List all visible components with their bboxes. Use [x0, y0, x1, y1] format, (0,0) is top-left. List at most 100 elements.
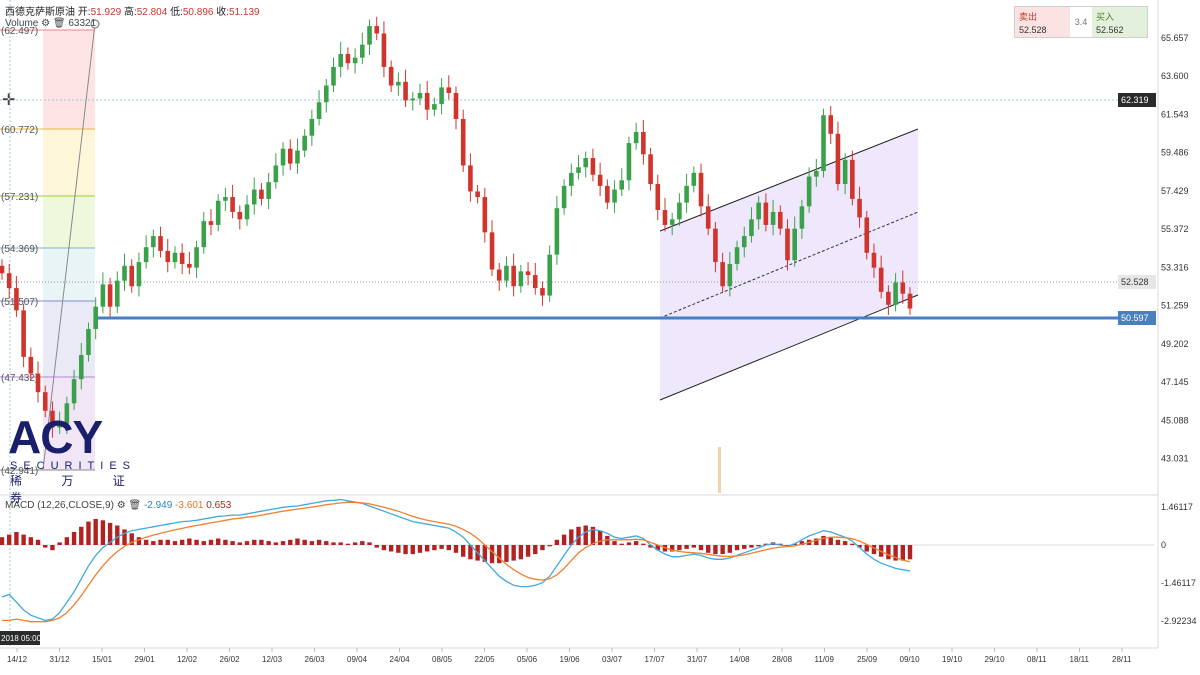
- candle-body: [504, 265, 509, 281]
- macd-hist-bar: [43, 545, 48, 548]
- candle-body: [215, 200, 221, 225]
- candle-body: [850, 159, 855, 199]
- macd-hist-bar: [727, 545, 733, 553]
- candle-body: [194, 247, 199, 268]
- price-tick-label: 61.543: [1161, 109, 1189, 119]
- channel-upper-line: [659, 128, 919, 232]
- candle-body: [35, 373, 41, 393]
- macd-hist-bar: [14, 531, 19, 545]
- fib-level-label: (47.432): [1, 373, 38, 384]
- buy-button[interactable]: 买入 52.562: [1092, 7, 1147, 37]
- price-tick-label: 63.600: [1161, 71, 1189, 81]
- macd-hist-bar: [21, 534, 26, 545]
- candle-body: [388, 66, 394, 86]
- volume-header: Volume ⚙ 🗑 63321: [5, 18, 96, 29]
- time-tick-label: 14/12: [7, 655, 28, 664]
- candle-body: [345, 53, 351, 64]
- time-tick-label: 08/05: [432, 655, 453, 664]
- candle-body: [583, 158, 589, 168]
- macd-header: MACD (12,26,CLOSE,9) ⚙ 🗑 -2.949 -3.601 0…: [5, 500, 231, 511]
- fib-level-label: (62.497): [1, 26, 38, 37]
- acy-logo: ACY SECURITIES 稀 万 证 券: [8, 414, 148, 505]
- macd-hist-bar: [850, 543, 855, 545]
- price-tick-label: 47.145: [1161, 377, 1189, 387]
- candle-body: [14, 288, 19, 311]
- candle-body: [770, 211, 776, 225]
- candle-body: [403, 81, 408, 101]
- macd-line: [1, 498, 911, 622]
- sell-button[interactable]: 卖出 52.528: [1015, 7, 1070, 37]
- candle-body: [641, 131, 646, 155]
- macd-hist-bar: [230, 541, 235, 545]
- trash-icon[interactable]: 🗑: [128, 500, 142, 511]
- candle-body: [259, 189, 264, 199]
- macd-hist-bar: [857, 545, 862, 548]
- candle-body: [626, 143, 632, 181]
- candle-body: [756, 202, 761, 220]
- fib-level-label: (54.369): [1, 244, 38, 255]
- gear-icon[interactable]: ⚙: [41, 18, 51, 29]
- macd-hist-bar: [626, 542, 632, 545]
- candle-body: [287, 148, 293, 164]
- candle-body: [857, 198, 862, 218]
- signal-value: -3.601: [175, 500, 204, 511]
- gear-icon[interactable]: ⚙: [116, 500, 126, 511]
- trash-icon[interactable]: 🗑: [52, 18, 66, 29]
- candle-body: [273, 165, 279, 183]
- candle-body: [316, 102, 322, 119]
- fib-trend-line: [42, 23, 96, 471]
- candle-body: [136, 262, 142, 287]
- candle-body: [446, 87, 452, 93]
- time-tick-label: 09/10: [900, 655, 921, 664]
- volume-label: Volume: [5, 18, 39, 29]
- macd-hist-bar: [0, 537, 5, 545]
- macd-hist-bar: [446, 545, 451, 551]
- volume-bar: [718, 447, 721, 493]
- candle-body: [720, 262, 725, 287]
- fib-band: [43, 129, 95, 196]
- candle-body: [107, 284, 113, 307]
- candle-body: [648, 154, 653, 185]
- candle-body: [410, 98, 416, 101]
- time-tick-label: 28/08: [772, 655, 793, 664]
- candle-body: [741, 236, 747, 248]
- candle-body: [352, 57, 358, 64]
- macd-hist-bar: [57, 542, 62, 545]
- candle-body: [482, 197, 488, 233]
- macd-hist-bar: [655, 545, 660, 551]
- candle-body: [280, 148, 286, 166]
- candle-body: [669, 219, 675, 225]
- candle-body: [799, 206, 805, 229]
- macd-hist-bar: [525, 545, 531, 557]
- candle-body: [360, 44, 365, 58]
- macd-hist-bar: [814, 538, 819, 545]
- macd-hist-bar: [835, 539, 841, 545]
- macd-hist-bar: [316, 539, 322, 545]
- candle-body: [540, 288, 545, 296]
- candle-body: [727, 263, 733, 287]
- candle-body: [777, 211, 783, 229]
- macd-hist-bar: [367, 542, 372, 545]
- candle-body: [151, 236, 156, 248]
- macd-hist-bar: [266, 541, 271, 545]
- macd-hist-bar: [886, 545, 891, 560]
- candle-body: [302, 135, 307, 151]
- candle-body: [57, 423, 62, 428]
- candle-body: [122, 265, 127, 281]
- channel-mid-line: [659, 211, 919, 319]
- candle-body: [842, 159, 848, 185]
- candle-body: [561, 185, 567, 209]
- logo-chinese: 稀 万 证 券: [10, 474, 143, 505]
- candle-body: [489, 232, 495, 270]
- candle-body: [871, 252, 877, 268]
- macd-hist-bar: [410, 545, 415, 555]
- candle-body: [208, 221, 214, 225]
- fib-level-label: (60.772): [1, 125, 38, 136]
- macd-hist-bar: [129, 533, 134, 545]
- price-tick-label: 57.429: [1161, 186, 1189, 196]
- macd-hist-bar: [403, 545, 408, 555]
- candle-body: [749, 219, 754, 237]
- macd-hist-bar: [533, 545, 538, 555]
- candle-body: [374, 26, 380, 34]
